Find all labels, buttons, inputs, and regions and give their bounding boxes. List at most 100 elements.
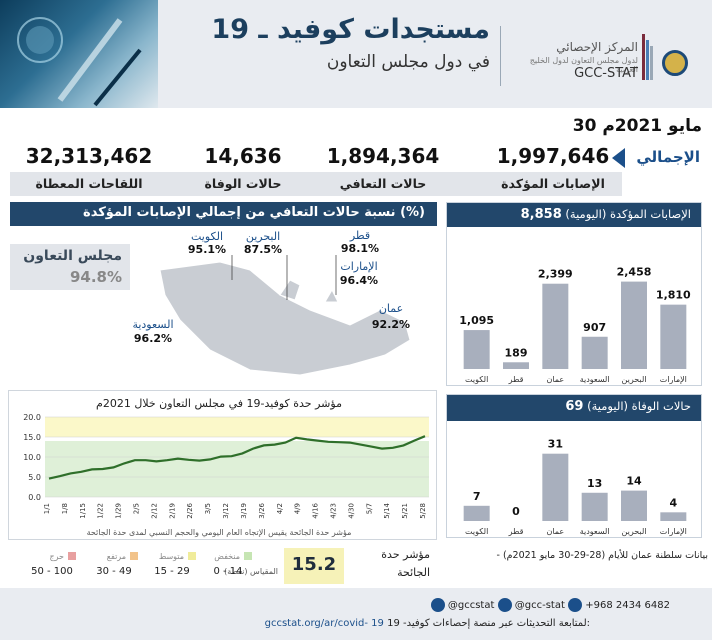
phone-number: +968 2434 6482	[585, 600, 670, 611]
map-label-bahrain: البحرين	[245, 230, 281, 243]
y-tick-label: 10.0	[23, 453, 41, 462]
covid-url[interactable]: gccstat.org/ar/covid- 19	[264, 618, 384, 629]
legend-level-name: حرج	[49, 552, 64, 561]
report-date: 30 مايو 2021م	[572, 116, 702, 136]
bar-value-label: 189	[505, 346, 528, 359]
bar-value-label: 2,458	[617, 266, 652, 279]
daily-deaths-title: حالات الوفاة (اليومية)	[587, 399, 691, 413]
page-title: مستجدات كوفيد ـ 19	[211, 14, 490, 45]
severity-series-line	[48, 435, 426, 480]
total-vaccines-value: 32,313,462	[25, 144, 153, 168]
bar-value-label: 14	[626, 475, 642, 488]
follow-row: gccstat.org/ar/covid- 19 لمتابعة التحديث…	[150, 618, 590, 629]
total-recovered-label: حالات التعافي	[339, 176, 427, 191]
x-tick-label: 1/8	[61, 503, 69, 514]
daily-deaths-total: 69	[565, 399, 584, 414]
social-icons	[430, 598, 445, 612]
legend-level-name: منخفض	[214, 552, 240, 561]
bar-value-label: 7	[473, 490, 481, 503]
x-tick-label: 1/29	[115, 503, 123, 519]
y-tick-label: 5.0	[28, 473, 41, 482]
map-label-saudi: السعودية	[132, 318, 174, 331]
bar-value-label: 13	[587, 477, 602, 490]
bar-value-label: 907	[583, 321, 606, 334]
bar-category-label: عمان	[546, 375, 564, 384]
x-tick-label: 1/1	[43, 503, 51, 514]
bar-value-label: 1,810	[656, 289, 691, 302]
contact-row: @gccstat @gcc-stat +968 2434 6482	[200, 598, 670, 612]
map-value-uae: 96.4%	[339, 274, 379, 287]
line-chart-xlabel: مؤشر حدة الجائحة يقيس الإتجاه العام اليو…	[87, 528, 352, 538]
follow-text: لمتابعة التحديثات عبر منصة إحصاءات كوفيد…	[387, 618, 590, 629]
bar-category-label: الإمارات	[660, 527, 687, 537]
map-value-kuwait: 95.1%	[187, 243, 227, 256]
gcc-stat-logo-icon	[642, 34, 653, 80]
x-tick-label: 2/12	[150, 503, 158, 519]
legend-swatch	[188, 552, 196, 560]
totals-labels-bar	[10, 172, 622, 196]
gcc-recovery-box	[10, 244, 130, 290]
x-tick-label: 4/9	[294, 503, 302, 514]
daily-deaths-header: 69 حالات الوفاة (اليومية)	[447, 395, 701, 421]
severity-band-1	[45, 417, 429, 437]
bar-value-label: 31	[548, 438, 563, 451]
daily-cases-chart: 1,095 الكويت 189 قطر 2,399 عمان 907 السعودية 2,4…	[459, 266, 691, 385]
x-tick-label: 2/26	[186, 502, 194, 518]
severity-scale: المقياس (نقطة) منخفض 0 - 14 متوسط 15 - 29 مرت…	[31, 552, 278, 577]
org-name-ar: المركز الإحصائي	[556, 40, 638, 54]
bar-category-label: البحرين	[622, 375, 647, 384]
header-divider	[500, 26, 501, 86]
x-tick-label: 4/23	[329, 503, 337, 519]
x-tick-label: 5/21	[401, 503, 409, 519]
gcc-emblem-icon	[662, 50, 688, 76]
legend-level-range: 0 - 14	[213, 566, 242, 577]
bar-2	[542, 283, 569, 369]
bar-5	[660, 304, 687, 369]
legend-level-range: 30 - 49	[96, 566, 131, 577]
scale-label: المقياس (نقطة)	[224, 567, 278, 576]
x-tick-label: 5/28	[419, 503, 427, 519]
gcc-map	[159, 255, 411, 376]
bar-0	[463, 330, 490, 369]
x-tick-label: 4/16	[312, 502, 320, 518]
x-tick-label: 5/14	[383, 502, 391, 518]
map-value-oman: 92.2%	[371, 318, 411, 331]
twitter-handle[interactable]: @gccstat	[447, 600, 495, 611]
severity-line-chart: 0.0 5.0 10.0 15.0 20.0 1/1 1/8 1/15 1/22 1/29 2/5 2…	[23, 397, 429, 538]
daily-cases-header: 8,858 الإصابات المؤكدة (اليومية)	[447, 203, 701, 227]
daily-cases-panel: 8,858 الإصابات المؤكدة (اليومية) 1,095 ال…	[446, 202, 702, 386]
total-recovered-value: 1,894,364	[326, 144, 440, 168]
bar-category-label: الإمارات	[660, 375, 687, 385]
legend-level-name: متوسط	[159, 552, 184, 561]
bar-4	[621, 490, 647, 521]
y-tick-label: 0.0	[28, 493, 41, 502]
legend-swatch	[244, 552, 252, 560]
bar-1	[503, 362, 529, 369]
x-tick-label: 4/2	[276, 503, 284, 514]
x-tick-label: 4/30	[347, 503, 355, 519]
bar-5	[660, 512, 687, 521]
map-value-bahrain: 87.5%	[243, 243, 283, 256]
youtube-handle[interactable]: @gcc-stat	[514, 600, 565, 611]
daily-cases-total: 8,858	[520, 207, 562, 222]
bar-category-label: السعودية	[580, 375, 610, 384]
bar-3	[581, 336, 608, 369]
bar-category-label: قطر	[508, 527, 524, 536]
bar-category-label: البحرين	[622, 527, 647, 536]
total-vaccines-label: اللقاحات المعطاة	[35, 176, 143, 191]
line-chart-title: مؤشر حدة كوفيد-19 في مجلس التعاون خلال 2…	[96, 397, 342, 410]
total-confirmed-label: الإصابات المؤكدة	[501, 176, 605, 191]
x-tick-label: 1/15	[79, 503, 87, 519]
bar-category-label: قطر	[508, 375, 524, 384]
total-deaths-value: 14,636	[204, 144, 282, 168]
severity-index-label: مؤشر حدة الجائحة	[381, 548, 430, 579]
bar-3	[581, 492, 608, 521]
x-tick-label: 3/12	[222, 503, 230, 519]
gcc-recovery-value: 94.8%	[69, 268, 122, 286]
daily-deaths-panel: 69 حالات الوفاة (اليومية) 7 الكويت 0 قطر 31 ع…	[446, 394, 702, 538]
map-value-saudi: 96.2%	[133, 332, 173, 345]
bar-category-label: الكويت	[465, 527, 488, 536]
youtube-icon	[497, 598, 512, 612]
bar-category-label: عمان	[546, 527, 564, 536]
legend-swatch	[68, 552, 76, 560]
